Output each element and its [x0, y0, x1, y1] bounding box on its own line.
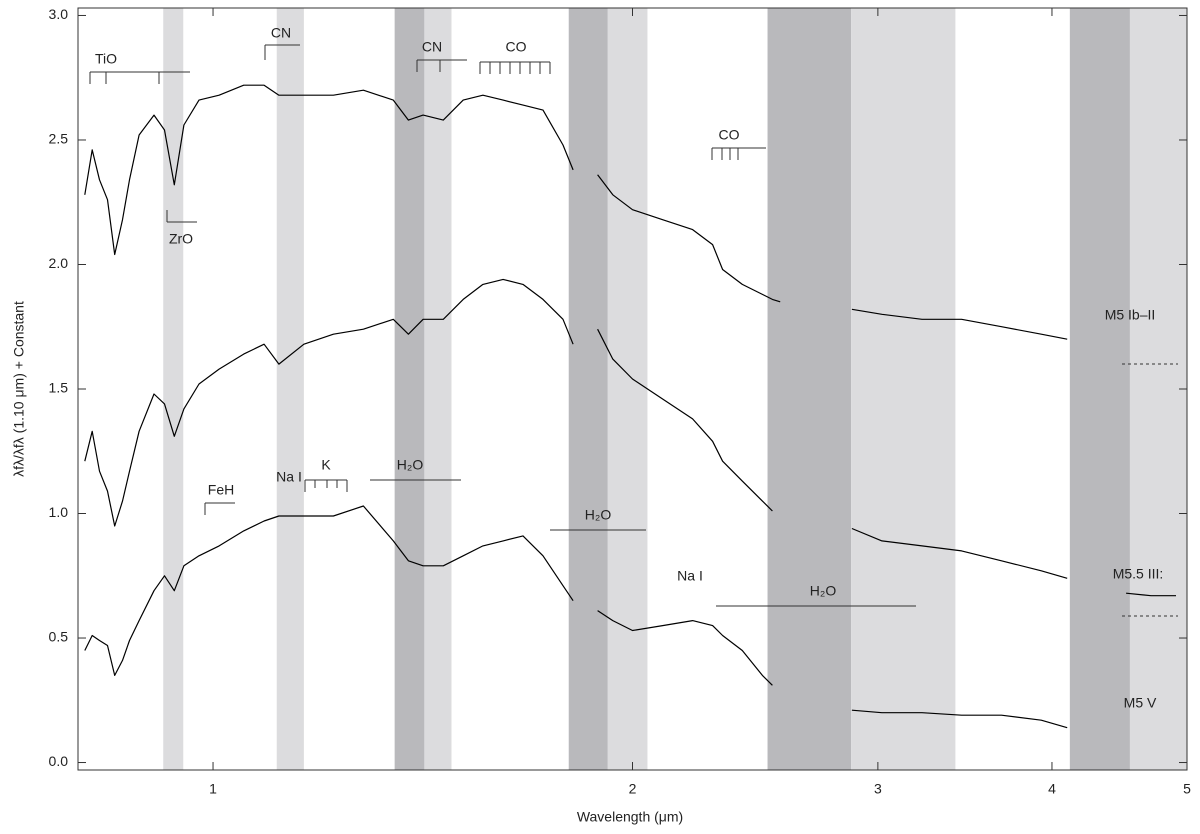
- spectrum-line: [84, 505, 1068, 729]
- y-tick-label: 1.0: [49, 504, 69, 520]
- annotation: ZrO: [169, 231, 193, 247]
- x-tick-label: 1: [209, 781, 217, 797]
- telluric-band: [163, 8, 184, 770]
- telluric-band: [607, 8, 648, 770]
- annotation: H₂O: [397, 457, 424, 473]
- annotation: H₂O: [585, 507, 612, 523]
- annotation: FeH: [208, 482, 234, 498]
- y-tick-label: 0.5: [49, 629, 69, 645]
- annotation: K: [321, 457, 331, 473]
- telluric-band: [424, 8, 452, 770]
- spectrum-line: [84, 278, 1176, 597]
- x-tick-label: 5: [1183, 781, 1191, 797]
- annotation: Na I: [276, 469, 302, 485]
- telluric-band: [276, 8, 304, 770]
- x-tick-label: 3: [874, 781, 882, 797]
- annotation: CO: [719, 127, 740, 143]
- telluric-band: [394, 8, 425, 770]
- y-tick-label: 2.0: [49, 255, 69, 271]
- annotation: CN: [422, 39, 442, 55]
- y-tick-label: 3.0: [49, 6, 69, 22]
- telluric-band: [1069, 8, 1130, 770]
- x-axis-label: Wavelength (μm): [577, 809, 683, 825]
- annotation: CN: [271, 25, 291, 41]
- spectrum-line: [84, 84, 1068, 340]
- annotation: H₂O: [810, 583, 837, 599]
- x-tick-label: 2: [629, 781, 637, 797]
- telluric-band: [767, 8, 852, 770]
- x-tick-label: 4: [1048, 781, 1056, 797]
- telluric-band: [851, 8, 956, 770]
- series-label: M5 V: [1124, 695, 1157, 711]
- annotation: CO: [506, 39, 527, 55]
- annotation: TiO: [95, 51, 117, 67]
- series-label: M5.5 III:: [1113, 566, 1164, 582]
- series-label: M5 Ib–II: [1105, 307, 1156, 323]
- y-tick-label: 0.0: [49, 753, 69, 769]
- telluric-band: [1129, 8, 1187, 770]
- y-tick-label: 1.5: [49, 380, 69, 396]
- y-axis-label: λfλ/λfλ (1.10 μm) + Constant: [11, 301, 27, 477]
- telluric-band: [568, 8, 608, 770]
- y-tick-label: 2.5: [49, 131, 69, 147]
- annotation: Na I: [677, 568, 703, 584]
